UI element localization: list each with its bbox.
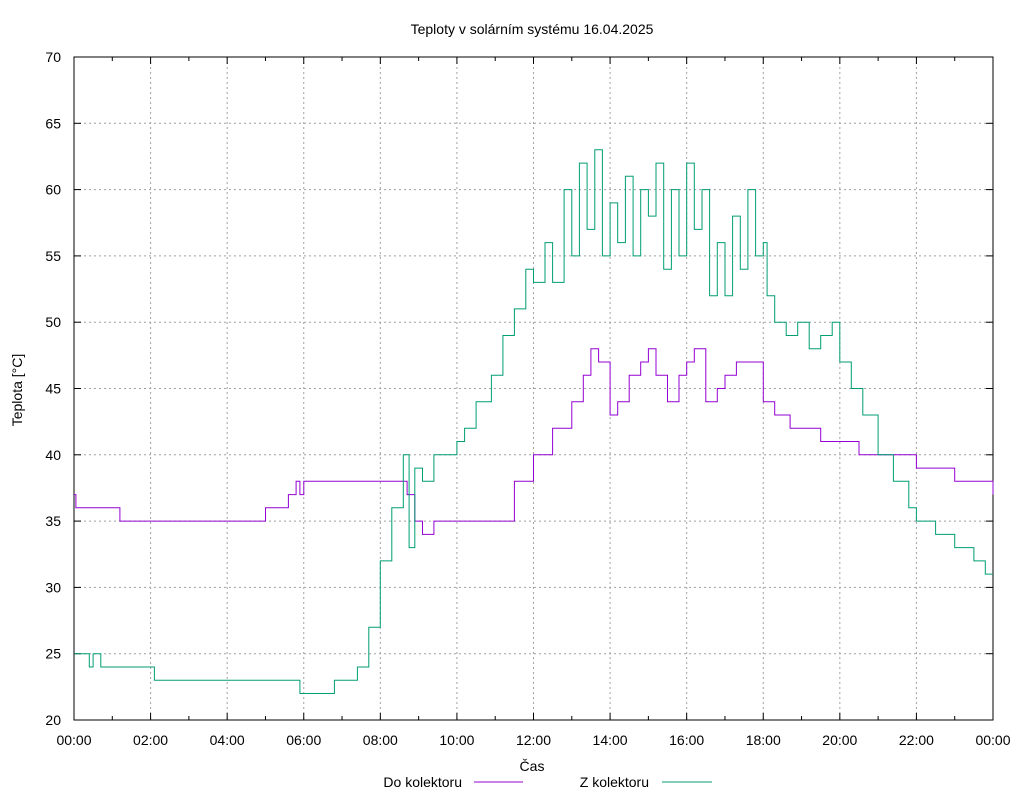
series-line-z-kolektoru [74, 149, 993, 694]
x-tick-label: 02:00 [133, 732, 168, 748]
x-tick-label: 08:00 [363, 732, 398, 748]
y-tick-label: 45 [45, 381, 61, 397]
series-line-do-kolektoru [74, 348, 994, 535]
y-tick-label: 35 [45, 513, 61, 529]
y-axis-label: Teplota [°C] [9, 354, 25, 427]
y-tick-label: 25 [45, 646, 61, 662]
x-tick-label: 12:00 [516, 732, 551, 748]
chart-title: Teploty v solárním systému 16.04.2025 [411, 21, 654, 37]
y-tick-label: 65 [45, 115, 61, 131]
x-axis-label: Čas [520, 758, 545, 774]
y-tick-label: 50 [45, 314, 61, 330]
x-tick-label: 04:00 [210, 732, 245, 748]
grid-lines [74, 57, 993, 720]
x-tick-label: 20:00 [822, 732, 857, 748]
y-tick-label: 30 [45, 579, 61, 595]
x-tick-label: 16:00 [669, 732, 704, 748]
x-tick-label: 10:00 [439, 732, 474, 748]
legend-label-do-kolektoru: Do kolektoru [383, 774, 462, 790]
legend: Do kolektoru Z kolektoru [383, 774, 712, 790]
x-tick-label: 00:00 [975, 732, 1010, 748]
x-tick-label: 18:00 [746, 732, 781, 748]
series-lines [74, 149, 994, 694]
x-tick-label: 00:00 [56, 732, 91, 748]
x-tick-labels: 00:00 02:00 04:00 06:00 08:00 10:00 12:00 14:00… [56, 732, 1010, 748]
y-tick-labels: 20 25 30 35 40 45 50 55 60 65 70 [45, 49, 61, 728]
y-tick-label: 40 [45, 447, 61, 463]
legend-label-z-kolektoru: Z kolektoru [580, 774, 649, 790]
y-tick-label: 60 [45, 182, 61, 198]
y-tick-label: 55 [45, 248, 61, 264]
y-tick-label: 70 [45, 49, 61, 65]
x-tick-label: 06:00 [286, 732, 321, 748]
y-tick-label: 20 [45, 712, 61, 728]
x-tick-label: 14:00 [593, 732, 628, 748]
x-tick-label: 22:00 [899, 732, 934, 748]
